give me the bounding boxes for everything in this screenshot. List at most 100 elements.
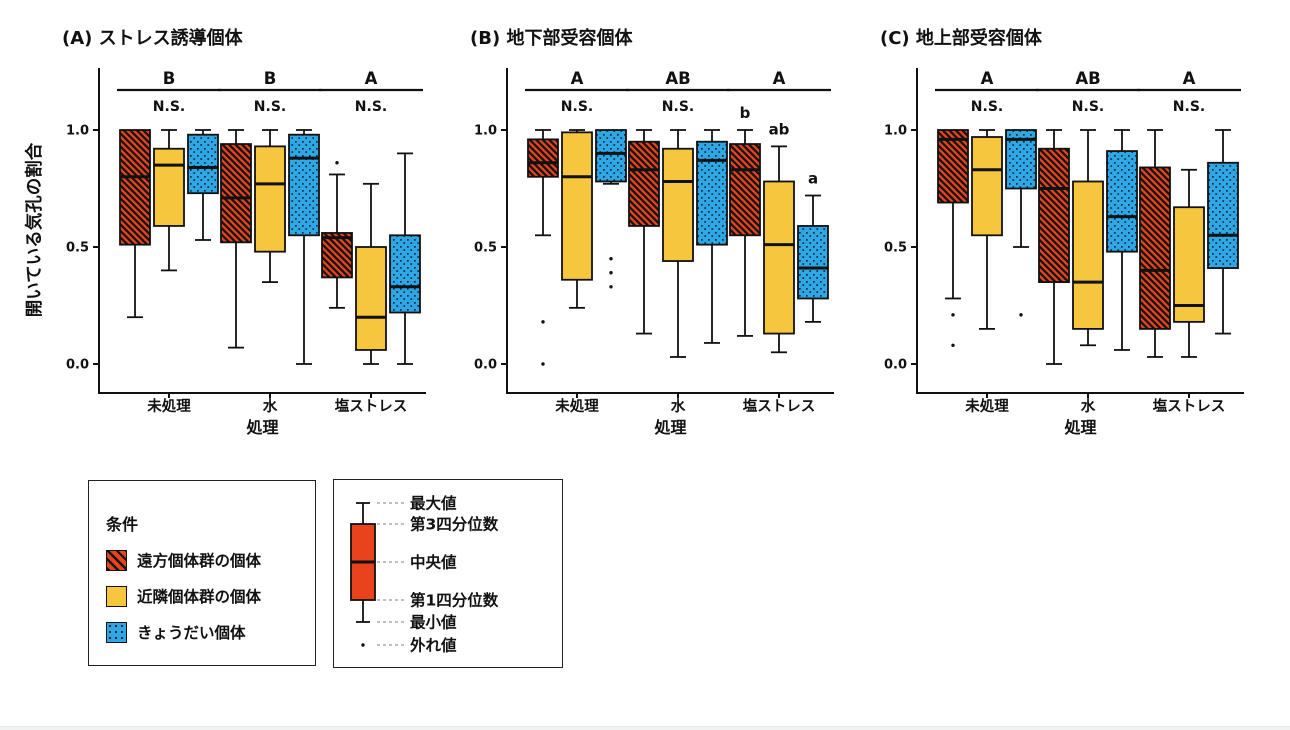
box-letter: ab: [769, 120, 790, 138]
box-far: [1139, 129, 1171, 358]
box-iqr: [696, 140, 728, 246]
glyph-label: 第1四分位数: [410, 591, 499, 610]
legend-condition-title: 条件: [106, 515, 139, 534]
box-iqr: [220, 143, 252, 244]
box-far: [1038, 129, 1070, 365]
box-near: [254, 129, 286, 284]
box-iqr: [1173, 206, 1205, 323]
dotted-swatch-icon: [106, 621, 127, 643]
x-category-label: 未処理: [964, 397, 1009, 415]
box-far: [527, 129, 559, 366]
legend-item-0: 遠方個体群の個体: [106, 549, 315, 571]
box-iqr: [797, 225, 829, 300]
box-iqr: [288, 133, 320, 237]
box-far: [937, 129, 969, 347]
box-sibling: [187, 129, 219, 241]
box-near: [561, 129, 593, 309]
x-category-label: 水: [671, 397, 686, 415]
panel-A: (A) ストレス誘導個体 0.0 0.5 1.0 処理 未処理 B N.S. 水 B N.S. 塩スト…: [62, 27, 426, 437]
box-near: [662, 129, 694, 358]
outlier-point: [951, 343, 955, 347]
outlier-point: [335, 161, 339, 165]
group-letter: A: [773, 69, 786, 88]
legend-condition-items: 遠方個体群の個体 近隣個体群の個体 きょうだい個体: [106, 549, 315, 643]
group-letter: A: [981, 69, 994, 88]
outlier-point: [951, 313, 955, 317]
box-far: [220, 129, 252, 349]
box-sibling: [389, 152, 421, 365]
box-iqr: [662, 147, 694, 262]
box-iqr: [1106, 150, 1138, 253]
x-category-label: 塩ストレス: [743, 397, 816, 415]
box-iqr: [1072, 180, 1104, 330]
group-letter: A: [571, 69, 584, 88]
box-near: [1173, 168, 1205, 358]
box-iqr: [1139, 166, 1171, 330]
box-sibling: [1005, 129, 1037, 317]
y-tick-label: 0.0: [884, 358, 907, 373]
x-category-label: 塩ストレス: [335, 397, 408, 415]
box-iqr: [763, 180, 795, 335]
box-iqr: [153, 147, 185, 227]
box-near: [153, 129, 185, 272]
outlier-point: [541, 362, 545, 366]
box-sibling: [288, 129, 320, 365]
group-letter: AB: [1075, 69, 1100, 88]
box-near: [355, 182, 387, 365]
group-annotation: N.S.: [1173, 99, 1205, 115]
y-tick-label: 1.0: [884, 124, 907, 139]
solid-swatch-icon: [106, 585, 127, 607]
outlier-point: [609, 271, 613, 275]
panel-title: (C) 地上部受容個体: [880, 27, 1043, 49]
box-near: [971, 129, 1003, 330]
group-annotation: N.S.: [355, 99, 387, 115]
legend-item-2: きょうだい個体: [106, 621, 315, 643]
box-iqr: [187, 133, 219, 195]
box-letter: a: [808, 170, 818, 188]
box-iqr: [628, 140, 660, 227]
legend-item-label: 遠方個体群の個体: [137, 552, 262, 570]
footer-strip: [0, 726, 1290, 730]
box-far: [321, 161, 353, 309]
box-far: [628, 129, 660, 335]
group-annotation: N.S.: [1072, 99, 1104, 115]
outlier-point: [609, 285, 613, 289]
x-axis-title: 処理: [654, 418, 686, 437]
box-iqr: [1038, 147, 1070, 284]
panel-title: (A) ストレス誘導個体: [62, 27, 244, 49]
glyph-label: 第3四分位数: [410, 515, 499, 534]
box-sibling: [1106, 129, 1138, 351]
group-letter: A: [365, 69, 378, 88]
legend-item-label: 近隣個体群の個体: [137, 588, 262, 606]
box-iqr: [321, 232, 353, 279]
glyph-label: 中央値: [410, 553, 457, 572]
x-category-label: 水: [1081, 397, 1096, 415]
box-iqr: [561, 131, 593, 281]
hatched-swatch-icon: [106, 549, 127, 571]
box-far: b: [729, 104, 761, 337]
box-sibling: [1207, 129, 1239, 335]
glyph-label: 外れ値: [410, 636, 457, 655]
x-category-label: 水: [263, 397, 278, 415]
outlier-point: [609, 257, 613, 261]
glyph-label: 最小値: [410, 613, 457, 632]
group-letter: B: [264, 69, 277, 88]
outlier-point: [1019, 313, 1023, 317]
box-sibling: [595, 129, 627, 289]
box-iqr: [971, 136, 1003, 237]
box-near: [1072, 129, 1104, 347]
y-tick-label: 1.0: [474, 124, 497, 139]
group-letter: B: [163, 69, 176, 88]
chart-canvas: (A) ストレス誘導個体 0.0 0.5 1.0 処理 未処理 B N.S. 水 B N.S. 塩スト…: [24, 27, 1244, 437]
box-letter: b: [740, 104, 751, 122]
box-iqr: [527, 138, 559, 178]
group-annotation: N.S.: [662, 99, 694, 115]
x-category-label: 塩ストレス: [1153, 397, 1226, 415]
glyph-label: 最大値: [410, 494, 457, 513]
box-iqr: [254, 145, 286, 253]
group-annotation: N.S.: [153, 99, 185, 115]
box-iqr: [595, 129, 627, 183]
legend-item-label: きょうだい個体: [137, 624, 246, 642]
